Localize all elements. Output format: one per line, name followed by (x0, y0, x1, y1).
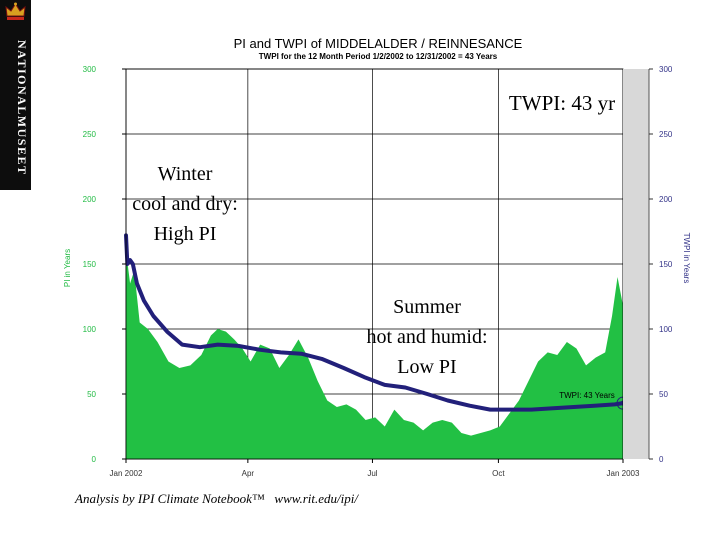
y-tick-label-left: 0 (92, 455, 97, 464)
y-tick-label-left: 300 (83, 65, 97, 74)
x-tick-label: Jan 2003 (607, 469, 640, 478)
y-tick-label-right: 300 (659, 65, 673, 74)
series-twpi-line (124, 233, 625, 412)
chart-subtitle: TWPI for the 12 Month Period 1/2/2002 to… (259, 52, 498, 61)
y-tick-label-right: 100 (659, 325, 673, 334)
y-tick-label-left: 150 (83, 260, 97, 269)
x-tick-label: Apr (242, 469, 255, 478)
x-tick-label: Jul (367, 469, 377, 478)
twpi-point-label: TWPI: 43 Years (559, 391, 615, 400)
summer-annotation-line2: hot and humid: (366, 326, 487, 348)
y-tick-label-right: 150 (659, 260, 673, 269)
nationalmuseet-logo: NATIONALMUSEET (0, 0, 31, 190)
winter-annotation-line2: cool and dry: (132, 193, 238, 215)
y-axis-label-left: PI in Years (63, 249, 72, 287)
x-tick-label: Jan 2002 (110, 469, 143, 478)
y-tick-label-right: 250 (659, 130, 673, 139)
axes: 0 0 50 50 100 100 150 150 200 200 250 250 300 300 Jan … (83, 65, 673, 478)
y-axis-label-right: TWPI in Years (682, 233, 691, 284)
y-tick-label-right: 50 (659, 390, 668, 399)
footer-credit: Analysis by IPI Climate Notebook™ www.ri… (75, 491, 358, 506)
crown-icon (5, 2, 26, 20)
summer-annotation-line3: Low PI (397, 356, 456, 378)
logo-text: NATIONALMUSEET (15, 40, 29, 176)
y-tick-label-left: 50 (87, 390, 96, 399)
chart-title: PI and TWPI of MIDDELALDER / REINNESANCE (234, 36, 523, 51)
y-tick-label-right: 200 (659, 195, 673, 204)
y-tick-label-left: 250 (83, 130, 97, 139)
winter-annotation-line1: Winter (158, 163, 213, 185)
plot-area (124, 68, 630, 460)
y-tick-label-left: 100 (83, 325, 97, 334)
x-tick-label: Oct (492, 469, 505, 478)
y-tick-label-left: 200 (83, 195, 97, 204)
series-pi-area (126, 251, 623, 459)
winter-annotation-line3: High PI (154, 223, 217, 245)
y-tick-label-right: 0 (659, 455, 664, 464)
right-axis-band (623, 69, 649, 459)
twpi-big-annotation: TWPI: 43 yr (509, 91, 615, 115)
summer-annotation-line1: Summer (393, 296, 461, 318)
